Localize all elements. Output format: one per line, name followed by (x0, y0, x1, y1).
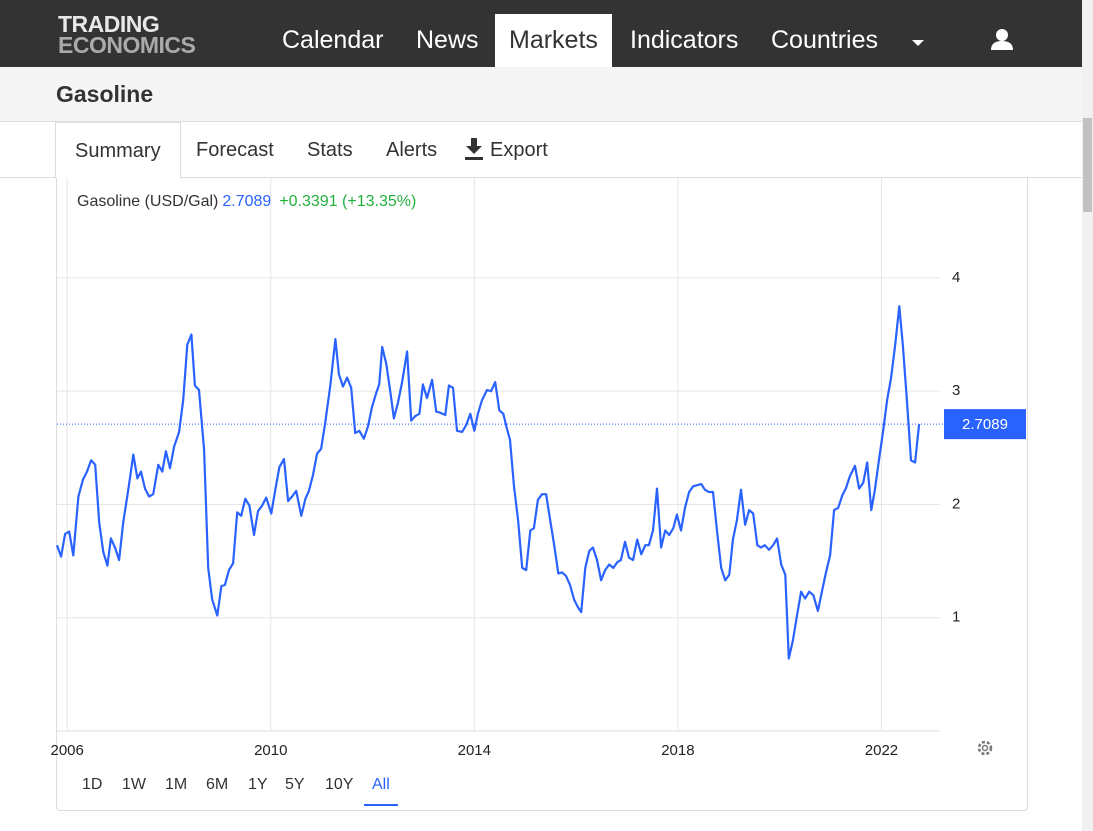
tab[interactable]: Export (490, 139, 548, 161)
x-tick-label: 2022 (865, 742, 898, 759)
tab[interactable]: Alerts (386, 139, 438, 161)
chart-title: Gasoline (USD/Gal) (77, 193, 219, 210)
last-value: 2.7089 (222, 193, 272, 210)
tab[interactable]: Forecast (196, 139, 274, 161)
y-tick-label: 4 (952, 269, 960, 286)
logo[interactable]: TRADING ECONOMICS (58, 11, 196, 58)
logo-top: TRADING (58, 11, 160, 37)
user-icon[interactable] (996, 29, 1008, 41)
range-button[interactable]: 1Y (248, 776, 268, 793)
logo-bottom: ECONOMICS (58, 32, 196, 58)
scrollbar (1082, 0, 1093, 831)
x-tick-label: 2018 (661, 742, 694, 759)
y-tick-label: 1 (952, 609, 960, 626)
scroll-thumb[interactable] (1083, 118, 1092, 212)
nav-item[interactable]: Countries (771, 26, 878, 54)
settings-icon[interactable] (977, 740, 993, 756)
change: +0.3391 (+13.35%) (279, 193, 417, 210)
subheader: Gasoline (0, 67, 1082, 122)
last-value-box (944, 409, 1026, 440)
tab[interactable]: Summary (55, 122, 181, 178)
range-button[interactable]: 1W (122, 776, 146, 793)
export-icon (465, 138, 483, 160)
settings-icon-center (981, 744, 989, 752)
range-button[interactable]: 10Y (325, 776, 354, 793)
range-button[interactable]: 1D (82, 776, 103, 793)
chart-header: Gasoline (USD/Gal) 2.7089 +0.3391 (+13.35%… (77, 193, 416, 211)
y-tick-label: 3 (952, 382, 960, 399)
top-nav: TRADING ECONOMICS Calendar News Markets I… (0, 0, 1082, 67)
nav-item[interactable]: Markets (495, 14, 612, 67)
user-icon-body (991, 41, 1013, 50)
range-button[interactable]: 6M (206, 776, 229, 793)
dropdown-caret[interactable] (912, 40, 924, 46)
range-button[interactable]: 1M (165, 776, 188, 793)
x-tick-label: 2006 (50, 742, 83, 759)
range-button[interactable]: 5Y (285, 776, 305, 793)
nav-item[interactable]: Calendar (282, 26, 384, 54)
last-value-label: 2.7089 (962, 416, 1008, 433)
x-tick-label: 2014 (458, 742, 491, 759)
nav-icons (912, 29, 1013, 50)
tab-divider (0, 177, 1082, 178)
nav-item[interactable]: Indicators (630, 26, 739, 54)
page-title: Gasoline (56, 81, 154, 107)
nav-item[interactable]: News (416, 26, 479, 54)
x-tick-label: 2010 (254, 742, 287, 759)
chart-card (56, 178, 1028, 811)
y-tick-label: 2 (952, 495, 960, 512)
tab[interactable]: Stats (307, 139, 353, 161)
range-button[interactable]: All (364, 776, 398, 806)
price-line (55, 305, 921, 660)
